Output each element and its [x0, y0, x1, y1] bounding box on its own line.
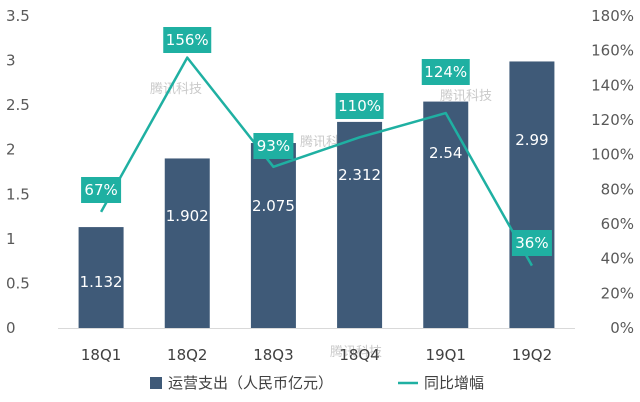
- x-tick-label: 18Q2: [167, 346, 207, 364]
- y-right-tick: 0%: [610, 319, 634, 337]
- watermark-3: 腾讯科技: [330, 344, 382, 360]
- x-tick-label: 18Q4: [339, 346, 379, 364]
- y-left-tick: 2: [6, 141, 16, 159]
- watermark-0: 腾讯科技: [150, 81, 202, 97]
- bar: [423, 101, 469, 328]
- y-left-tick: 3.5: [6, 7, 30, 25]
- bar-value-label: 2.075: [252, 197, 295, 215]
- bar-value-label: 1.132: [80, 273, 123, 291]
- bar: [164, 158, 210, 328]
- legend-bar-swatch: [150, 377, 162, 389]
- growth-label: 67%: [84, 181, 117, 199]
- y-right-tick: 120%: [591, 111, 634, 129]
- y-right-tick: 180%: [591, 7, 634, 25]
- y-right-tick: 40%: [601, 250, 634, 268]
- bar-value-label: 2.99: [515, 131, 548, 149]
- y-left-tick: 2.5: [6, 96, 30, 114]
- growth-label-box: [511, 230, 552, 256]
- legend-line-label: 同比增幅: [424, 374, 484, 392]
- x-tick-label: 19Q2: [512, 346, 552, 364]
- growth-label: 36%: [515, 234, 548, 252]
- y-left-tick: 1.5: [6, 185, 30, 203]
- y-right-tick: 160%: [591, 42, 634, 60]
- growth-line: [99, 56, 534, 267]
- growth-label: 124%: [424, 63, 467, 81]
- watermark-2: 腾讯科技: [440, 88, 492, 104]
- y-right-tick: 60%: [601, 215, 634, 233]
- y-right-tick: 100%: [591, 146, 634, 164]
- bar-value-label: 2.312: [338, 166, 381, 184]
- growth-label-box: [421, 59, 470, 85]
- y-right-tick: 140%: [591, 76, 634, 94]
- y-left-tick: 0.5: [6, 274, 30, 292]
- growth-label: 156%: [166, 31, 209, 49]
- x-tick-label: 18Q3: [253, 346, 293, 364]
- x-tick-label: 18Q1: [81, 346, 121, 364]
- growth-label-box: [81, 177, 122, 203]
- y-right-tick: 20%: [601, 284, 634, 302]
- bar: [509, 61, 555, 328]
- growth-label: 93%: [257, 137, 290, 155]
- y-left-tick: 0: [6, 319, 16, 337]
- bar-value-label: 1.902: [166, 207, 209, 225]
- y-left-tick: 3: [6, 52, 16, 70]
- bar: [250, 143, 296, 328]
- bar: [337, 121, 383, 329]
- growth-label-box: [253, 133, 294, 159]
- growth-label-box: [163, 27, 212, 53]
- x-tick-label: 19Q1: [426, 346, 466, 364]
- y-right-tick: 80%: [601, 180, 634, 198]
- growth-label-box: [335, 93, 384, 119]
- y-left-tick: 1: [6, 230, 16, 248]
- bar: [78, 227, 124, 328]
- bar-value-label: 2.54: [429, 144, 462, 162]
- legend-bar-label: 运营支出（人民币亿元）: [168, 374, 333, 392]
- growth-label: 110%: [338, 97, 381, 115]
